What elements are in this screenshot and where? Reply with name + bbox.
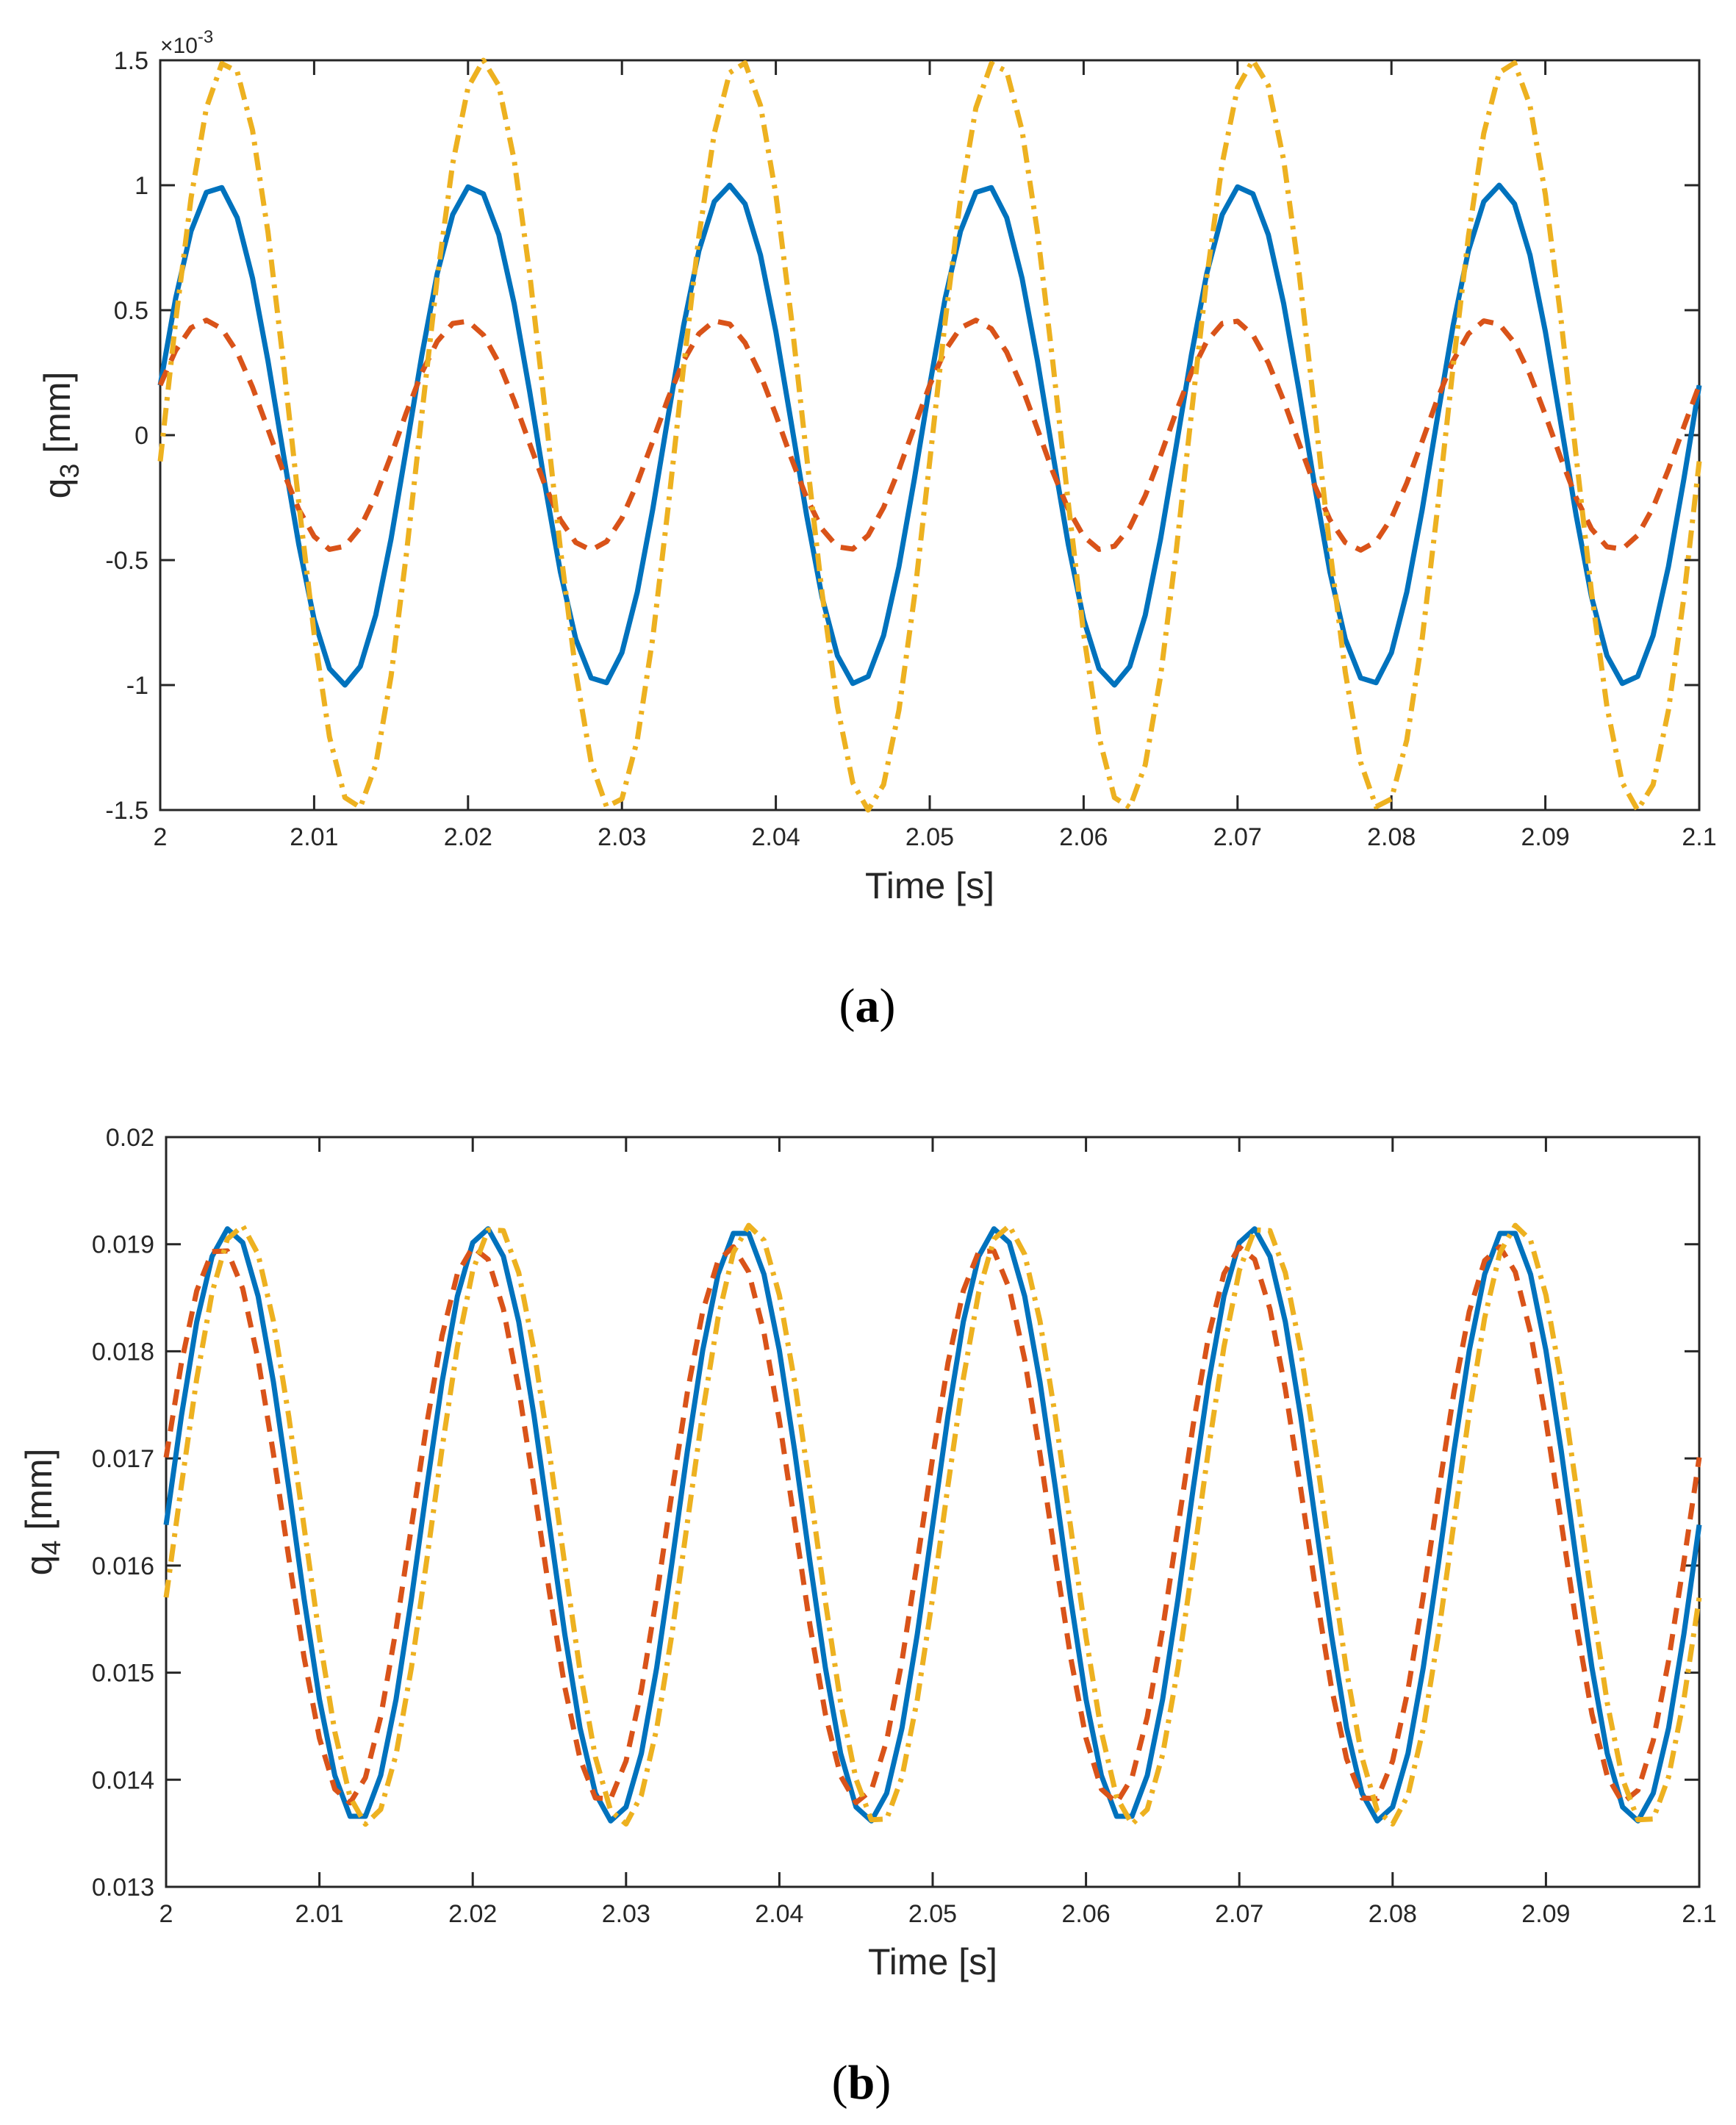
series-group-a	[157, 57, 1702, 813]
x-tick-label-a-5: 2.05	[905, 823, 954, 851]
x-tick-label-a-2: 2.02	[444, 823, 492, 851]
x-axis-label-b: Time [s]	[868, 1941, 997, 1982]
y-tick-label-b-5: 0.018	[92, 1338, 154, 1366]
y-tick-label-b-1: 0.014	[92, 1766, 154, 1794]
panel-b: 2 2.01 2.02 2.03 2.04 2.05 2.06 2.07 2.08 2.09 2.1…	[18, 1124, 1717, 2110]
y-tick-label-a-6: 1.5	[114, 47, 148, 75]
caption-a: (a)	[839, 979, 896, 1033]
x-tick-label-a-4: 2.04	[752, 823, 800, 851]
series-group-b	[163, 1222, 1702, 1827]
x-tick-label-a-7: 2.07	[1213, 823, 1262, 851]
y-tick-label-a-0: -1.5	[105, 797, 148, 825]
x-tick-label-a-6: 2.06	[1059, 823, 1108, 851]
tick-labels-b: 2 2.01 2.02 2.03 2.04 2.05 2.06 2.07 2.08 2.09 2.1…	[92, 1124, 1717, 1928]
x-tick-label-b-4: 2.04	[755, 1900, 803, 1928]
y-tick-label-b-6: 0.019	[92, 1231, 154, 1259]
series-line-a-2	[157, 318, 1702, 553]
series-line-a-3	[157, 57, 1702, 813]
ticks-a	[159, 59, 1701, 811]
caption-b: (b)	[832, 2056, 892, 2110]
panel-a: 2 2.01 2.02 2.03 2.04 2.05 2.06 2.07 2.08 2.09 2.1…	[37, 27, 1717, 1033]
y-tick-label-a-1: -1	[126, 672, 148, 700]
x-tick-label-b-0: 2	[159, 1900, 173, 1928]
x-tick-label-a-3: 2.03	[598, 823, 646, 851]
x-tick-label-a-1: 2.01	[290, 823, 338, 851]
x-tick-label-b-6: 2.06	[1062, 1900, 1111, 1928]
x-tick-label-b-8: 2.08	[1369, 1900, 1417, 1928]
series-line-b-2	[163, 1244, 1702, 1806]
y-axis-label-b: q4 [mm]	[18, 1449, 66, 1576]
x-tick-label-b-10: 2.1	[1682, 1900, 1716, 1928]
x-tick-label-a-9: 2.09	[1521, 823, 1570, 851]
y-tick-label-a-4: 0.5	[114, 297, 148, 325]
y-tick-label-b-4: 0.017	[92, 1445, 154, 1473]
y-tick-label-b-3: 0.016	[92, 1552, 154, 1580]
x-tick-label-a-8: 2.08	[1367, 823, 1416, 851]
series-line-b-3	[163, 1222, 1702, 1827]
x-tick-label-b-1: 2.01	[295, 1900, 344, 1928]
x-tick-label-a-0: 2	[154, 823, 168, 851]
series-line-b-1	[163, 1226, 1702, 1824]
x-tick-label-b-2: 2.02	[448, 1900, 497, 1928]
x-tick-label-b-7: 2.07	[1215, 1900, 1263, 1928]
tick-labels-a: 2 2.01 2.02 2.03 2.04 2.05 2.06 2.07 2.08 2.09 2.1…	[105, 47, 1716, 851]
y-tick-label-b-7: 0.02	[106, 1124, 154, 1152]
y-tick-label-a-5: 1	[134, 172, 148, 200]
x-tick-label-b-5: 2.05	[908, 1900, 957, 1928]
y-tick-label-a-3: 0	[134, 422, 148, 450]
x-axis-label-a: Time [s]	[865, 865, 994, 906]
x-tick-label-b-3: 2.03	[602, 1900, 650, 1928]
x-tick-label-a-10: 2.1	[1682, 823, 1716, 851]
x-tick-label-b-9: 2.09	[1521, 1900, 1570, 1928]
y-axis-label-a: q3 [mm]	[37, 372, 85, 499]
plot-area-a	[159, 59, 1701, 811]
y-tick-label-a-2: -0.5	[105, 547, 148, 575]
y-tick-label-b-2: 0.015	[92, 1660, 154, 1688]
y-tick-label-b-0: 0.013	[92, 1874, 154, 1902]
exponent-label-a: ×10-3	[160, 27, 213, 58]
